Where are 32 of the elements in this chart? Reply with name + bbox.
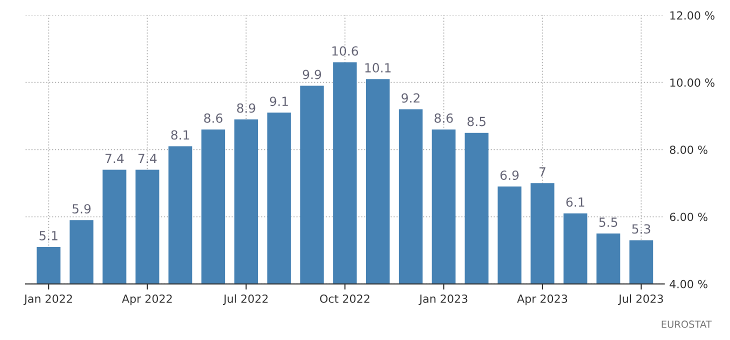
data-label: 8.6 [434,113,453,123]
data-label: 7.4 [106,154,124,163]
x-tick-label: Apr 2023 [517,294,568,306]
x-tick-label: Oct 2022 [320,294,370,303]
x-tick-label: Jan 2022 [24,294,72,305]
y-tick-label: 6.00 % [670,212,708,222]
x-tick-label: Apr 2022 [122,294,172,306]
text: EUROSTAT [662,320,712,328]
data-label: 5.1 [40,231,58,240]
y-tick-label: 12.00 % [670,11,714,20]
data-label: 5.5 [599,218,618,227]
data-label: 9.1 [270,96,288,106]
data-label: 6.1 [566,197,584,207]
y-tick-label: 8.00 % [670,146,708,154]
data-label: 8.5 [468,116,486,126]
data-label: 5.9 [72,204,91,214]
y-tick-label: 10.00 % [670,78,714,87]
x-tick-label: Jan 2023 [418,294,468,305]
x-tick-label: Jul 2022 [222,294,268,305]
data-label: 6.9 [500,170,519,180]
data-label: 9.9 [302,70,322,80]
data-label: 10.6 [332,46,358,56]
data-label: 5.3 [632,224,650,234]
data-label: 7 [540,167,546,176]
data-label: 10.1 [365,63,391,73]
y-tick-label: 4.00 % [670,280,708,288]
data-label: 8.1 [171,130,190,140]
x-tick-label: Jul 2023 [618,294,663,305]
data-label: 8.9 [237,103,256,113]
data-label: 9.2 [402,93,420,103]
data-label: 7.4 [138,154,157,163]
data-label: 8.6 [204,113,222,123]
